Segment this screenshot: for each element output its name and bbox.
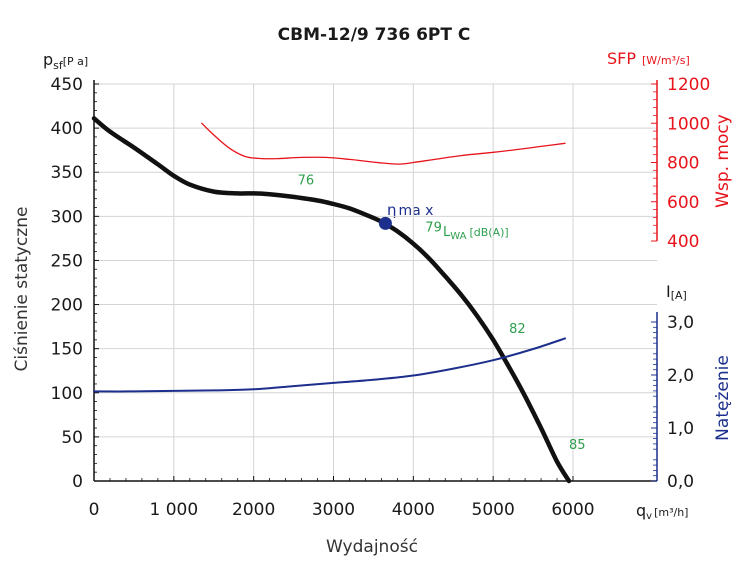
x-tick-label: 4000 [392,500,435,520]
sfp-curve [201,122,566,165]
current-unit: I[A] [666,282,687,302]
current-tick-label: 3,0 [667,313,694,333]
eta-max-point [378,216,392,230]
current-tick-label: 2,0 [667,366,694,386]
sfp-tick-label: 400 [667,232,699,252]
x-tick-label: 6000 [551,500,594,520]
eta-max-label: η ma x [387,201,433,219]
y-left-tick-label: 300 [51,207,83,227]
sound-level-annotation: 82 [509,322,526,337]
x-tick-label: 5000 [472,500,515,520]
grid [94,83,657,481]
x-tick-label: 2000 [232,500,275,520]
y-left-tick-label: 150 [51,340,83,360]
y-left-tick-label: 350 [51,163,83,183]
sfp-tick-label: 1200 [667,75,710,95]
y-left-tick-label: 250 [51,251,83,271]
y-left-unit: psf[P a] [43,50,88,72]
chart-title: CBM-12/9 736 6PT C [278,25,471,45]
y-left-title: Ciśnienie statyczne [12,207,32,372]
sfp-unit: SFP [W/m³/s] [607,49,690,68]
sfp-title: Wsp. mocy [713,114,733,208]
y-left-tick-label: 450 [51,75,83,95]
x-tick-label: 1 000 [149,500,198,520]
current-curve [93,337,566,393]
y-left-tick-label: 100 [51,384,83,404]
y-left-tick-label: 400 [51,119,83,139]
sound-level-annotation: 85 [569,438,586,453]
x-title: Wydajność [326,537,418,557]
sfp-tick-label: 800 [667,154,699,174]
sound-level-label: LWA [dB(A)] [443,225,509,242]
y-left-tick-label: 0 [72,472,83,492]
sfp-tick-label: 1000 [667,114,710,134]
current-tick-label: 1,0 [667,419,694,439]
sound-level-annotation: 76 [298,174,315,189]
x-tick-label: 0 [89,500,100,520]
y-left-tick-label: 50 [61,428,83,448]
x-unit: qv [m³/h] [636,501,688,522]
pressure-curve [91,116,572,484]
sound-level-annotation: 79 [425,220,442,235]
y-left-tick-label: 200 [51,296,83,316]
x-tick-label: 3000 [312,500,355,520]
sfp-tick-label: 600 [667,193,699,213]
current-title: Natężenie [713,355,733,441]
current-tick-label: 0,0 [667,472,694,492]
